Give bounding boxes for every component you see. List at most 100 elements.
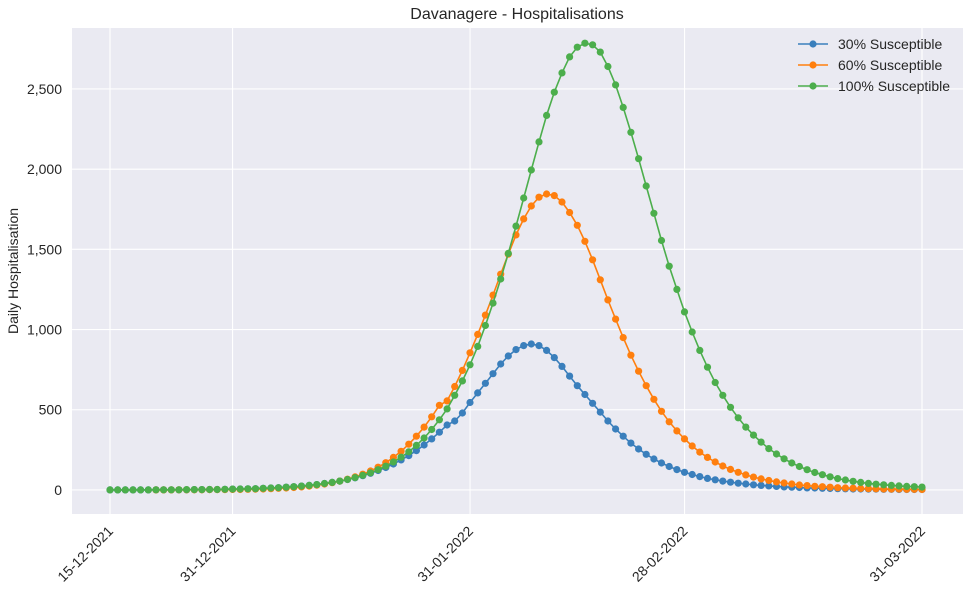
data-point — [818, 483, 827, 491]
data-point — [895, 482, 903, 490]
data-point — [604, 62, 612, 71]
data-point — [765, 476, 773, 485]
data-point — [244, 485, 252, 493]
y-tick-label: 0 — [54, 482, 62, 498]
series-3 — [106, 39, 926, 494]
data-point — [428, 425, 436, 434]
data-point — [849, 484, 857, 492]
data-point — [397, 453, 405, 461]
data-point — [880, 481, 888, 489]
data-point — [566, 208, 574, 217]
data-point — [458, 377, 466, 385]
data-point — [788, 480, 796, 488]
data-point — [474, 389, 482, 397]
data-point — [703, 474, 712, 482]
data-point — [443, 397, 451, 405]
data-point — [543, 346, 551, 354]
data-point — [635, 155, 643, 163]
data-point — [811, 482, 819, 490]
data-point — [612, 81, 620, 89]
data-point — [420, 434, 428, 442]
data-point — [665, 418, 673, 426]
data-point — [757, 475, 765, 483]
data-point — [550, 88, 558, 96]
data-point — [313, 481, 321, 489]
data-point — [887, 481, 896, 489]
series-layer — [106, 39, 926, 494]
data-point — [688, 328, 696, 336]
grid — [72, 28, 963, 514]
chart-title: Davanagere - Hospitalisations — [410, 6, 623, 23]
data-point — [573, 382, 581, 390]
data-point — [573, 221, 581, 229]
data-point — [589, 41, 597, 49]
data-point — [703, 363, 712, 371]
data-point — [665, 262, 673, 270]
data-point — [389, 458, 397, 466]
data-point — [489, 299, 497, 307]
data-point — [236, 485, 244, 493]
data-point — [535, 193, 543, 201]
data-point — [734, 479, 742, 487]
data-point — [918, 483, 926, 491]
data-point — [435, 428, 443, 436]
data-point — [596, 48, 604, 56]
data-point — [589, 256, 597, 264]
data-point — [780, 479, 788, 487]
data-point — [428, 435, 436, 443]
data-point — [435, 416, 443, 424]
data-point — [650, 455, 658, 463]
data-point — [290, 483, 298, 491]
data-point — [765, 482, 773, 490]
data-point — [834, 484, 842, 492]
data-point — [343, 475, 352, 484]
data-point — [749, 431, 758, 439]
data-point — [412, 432, 420, 440]
data-point — [443, 405, 451, 413]
data-point — [765, 445, 773, 453]
legend-marker — [809, 61, 817, 69]
data-point — [481, 379, 489, 387]
data-point — [274, 484, 283, 492]
data-point — [619, 432, 627, 440]
data-point — [520, 215, 528, 223]
data-point — [673, 427, 681, 435]
data-point — [642, 182, 650, 190]
data-point — [328, 478, 336, 486]
data-point — [650, 209, 658, 217]
data-point — [451, 417, 459, 425]
data-point — [581, 390, 589, 399]
data-point — [849, 477, 857, 485]
data-point — [573, 43, 581, 51]
data-point — [734, 414, 742, 422]
data-point — [129, 486, 137, 494]
data-point — [680, 308, 689, 316]
data-point — [336, 477, 344, 485]
data-point — [558, 69, 566, 77]
data-point — [864, 479, 873, 487]
data-point — [466, 398, 474, 407]
legend-entry: 30% Susceptible — [798, 36, 943, 52]
data-point — [742, 480, 750, 488]
data-point — [604, 296, 612, 304]
data-point — [749, 473, 758, 481]
data-point — [696, 473, 704, 481]
data-point — [826, 483, 834, 491]
data-point — [757, 481, 765, 489]
data-point — [558, 198, 566, 206]
data-point — [206, 485, 214, 494]
legend-entry: 100% Susceptible — [798, 78, 950, 94]
legend-marker — [809, 40, 817, 48]
data-point — [114, 486, 122, 494]
data-point — [596, 408, 604, 416]
legend: 30% Susceptible 60% Susceptible 100% Susce… — [798, 36, 950, 94]
data-point — [527, 166, 535, 174]
data-point — [673, 285, 681, 293]
data-point — [872, 480, 880, 488]
data-point — [711, 476, 719, 484]
data-point — [642, 382, 650, 390]
data-point — [489, 370, 497, 378]
data-point — [596, 276, 604, 284]
data-point — [788, 459, 796, 467]
data-point — [305, 481, 313, 489]
